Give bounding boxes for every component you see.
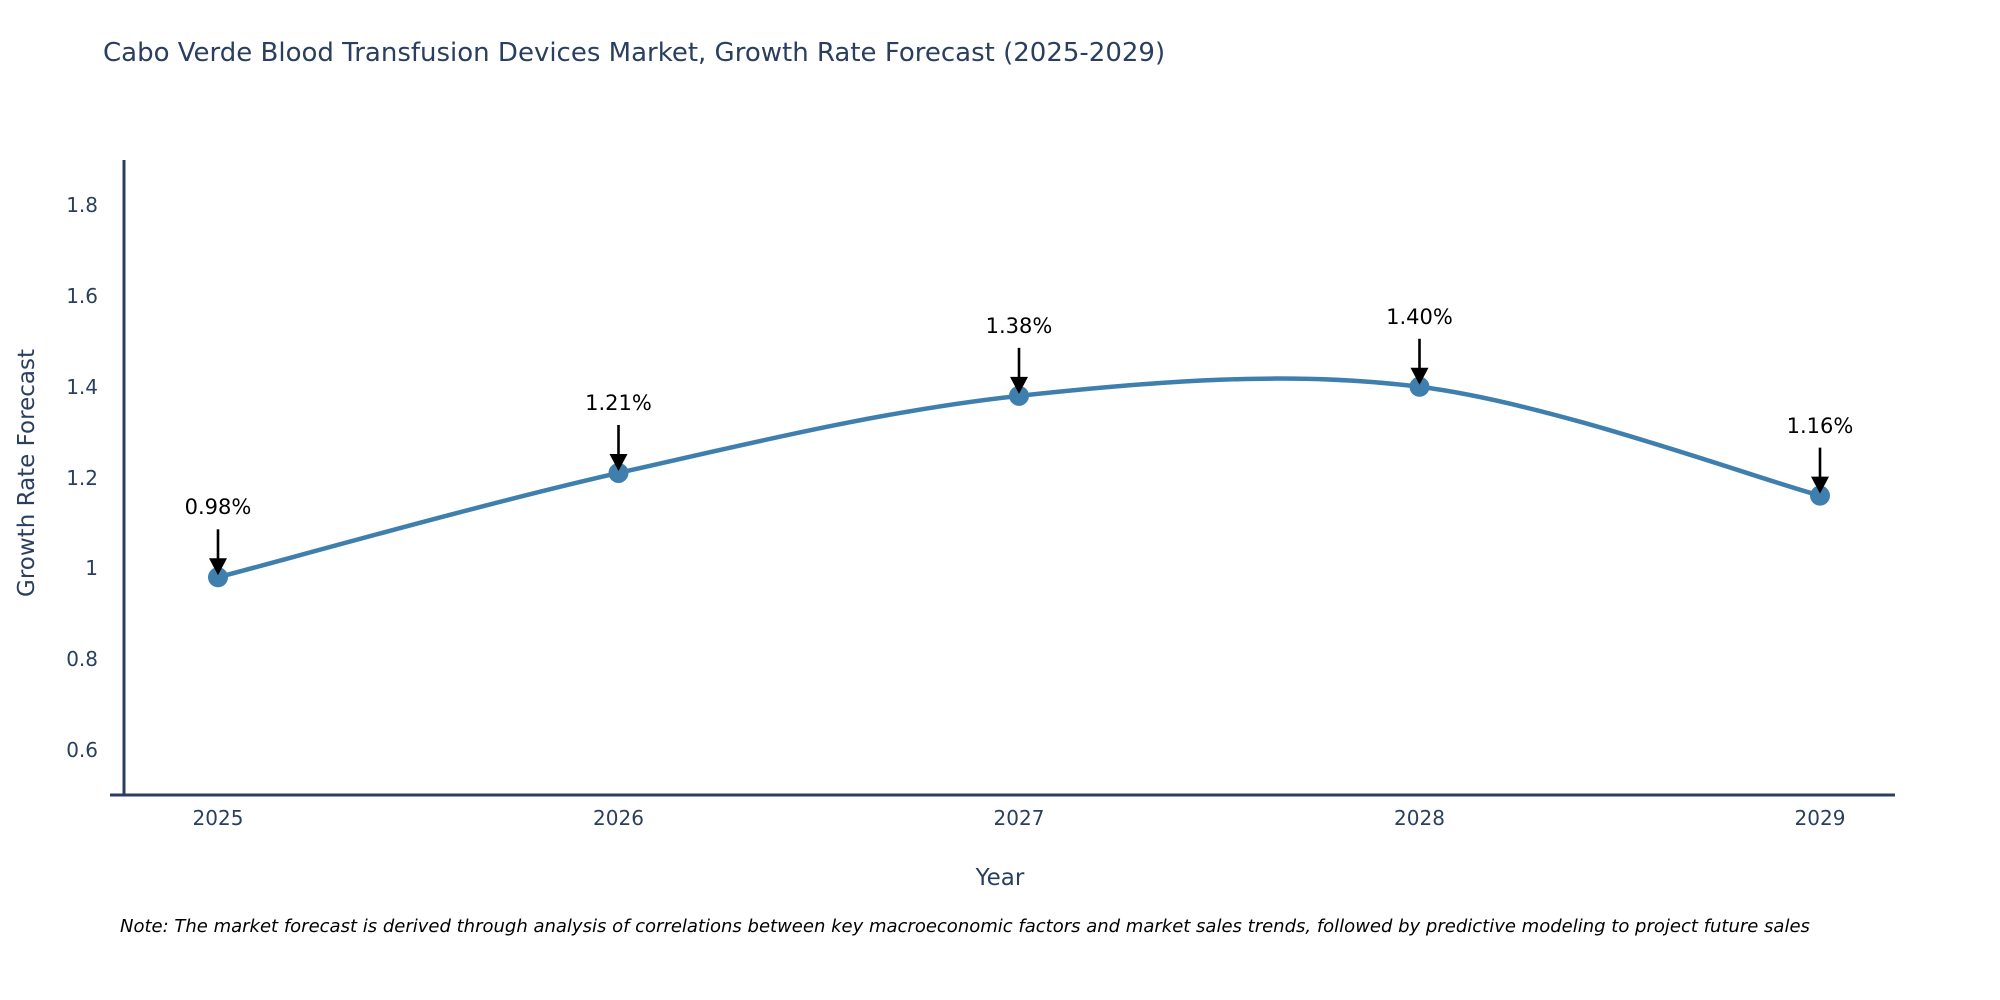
annotation-arrow-head — [1811, 476, 1829, 494]
data-point-marker[interactable] — [1009, 385, 1029, 406]
data-point-value-label: 1.16% — [1786, 413, 1854, 438]
data-point-value-label: 1.38% — [985, 313, 1053, 338]
y-tick-label: 0.6 — [66, 737, 98, 762]
data-point-value-label: 0.98% — [184, 495, 252, 520]
data-series-growth-rate — [208, 376, 1830, 588]
data-point-marker[interactable] — [1810, 485, 1830, 506]
data-point-value-label: 1.40% — [1386, 304, 1453, 329]
x-tick-label: 2028 — [1394, 806, 1445, 830]
x-axis-title: Year — [975, 865, 1025, 891]
x-tick-label: 2027 — [993, 806, 1045, 830]
x-tick-label: 2029 — [1794, 806, 1846, 830]
annotation-arrows — [209, 338, 1829, 576]
data-point-value-label: 1.21% — [585, 391, 652, 415]
y-tick-label: 1.2 — [66, 465, 98, 490]
annotation-arrow-head — [1410, 367, 1429, 385]
data-point-marker[interactable] — [208, 567, 228, 588]
chart-title: Cabo Verde Blood Transfusion Devices Mar… — [103, 38, 1166, 68]
y-tick-label: 1.6 — [66, 284, 98, 309]
annotation-arrow-head — [1010, 376, 1028, 394]
trend-line — [215, 376, 1823, 580]
x-tick-label: 2025 — [192, 806, 244, 830]
data-point-marker[interactable] — [608, 462, 629, 483]
data-point-marker[interactable] — [1409, 376, 1430, 397]
annotation-arrow-head — [209, 558, 227, 576]
y-tick-label: 1 — [85, 556, 98, 581]
y-tick-label: 1.4 — [66, 374, 98, 399]
y-tick-label: 1.8 — [66, 193, 98, 218]
x-tick-label: 2026 — [593, 806, 644, 830]
footnote-note: Note: The market forecast is derived thr… — [120, 916, 1810, 937]
y-tick-label: 0.8 — [66, 646, 98, 671]
annotation-arrow-head — [609, 453, 628, 471]
